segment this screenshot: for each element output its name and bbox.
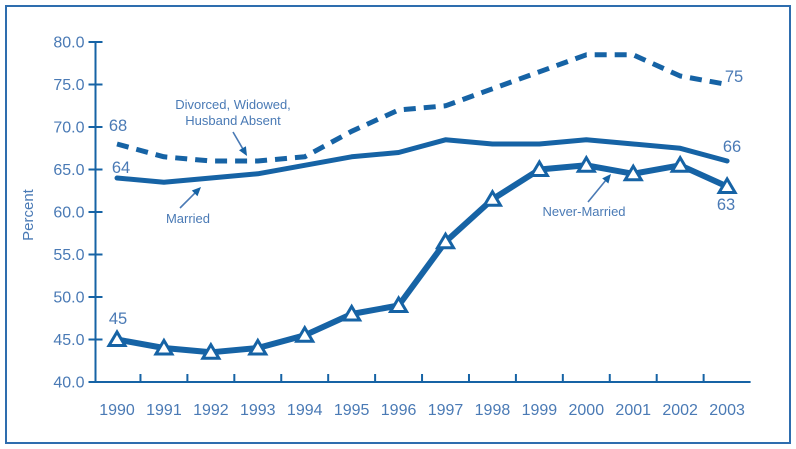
data-label-end: 75 (725, 68, 743, 86)
x-tick-label: 1998 (475, 402, 511, 419)
annotation-never-married-arrowhead (602, 174, 611, 184)
y-axis-title: Percent (20, 188, 37, 241)
x-tick-label: 1997 (428, 402, 464, 419)
y-tick-label: 50.0 (53, 290, 84, 307)
annotation-married-arrow-line (179, 191, 197, 209)
annotation-never-married-label: Never-Married (542, 204, 625, 219)
marker-triangle (106, 329, 128, 347)
y-tick-label: 60.0 (53, 205, 84, 222)
x-tick-label: 2002 (662, 402, 698, 419)
data-label-start: 64 (112, 159, 130, 177)
marker-triangle (528, 159, 551, 177)
data-label-end: 66 (723, 138, 741, 156)
marker-triangle (434, 231, 457, 250)
annotation-divorced-widowed--arrowhead (239, 146, 247, 156)
marker-triangle (622, 163, 644, 182)
x-tick-label: 1993 (240, 402, 276, 419)
data-label-start: 68 (109, 117, 127, 135)
annotation-divorced-widowed--arrow-line (232, 131, 245, 151)
annotation-divorced-widowed--label: Divorced, Widowed, (175, 97, 291, 112)
x-tick-label: 2000 (569, 402, 605, 419)
x-tick-label: 1999 (522, 402, 558, 419)
annotation-divorced-widowed--label: Husband Absent (185, 113, 281, 128)
x-tick-label: 2001 (615, 402, 651, 419)
annotation-married-label: Married (166, 211, 210, 226)
series-line-divorced-widowed-husband-absent (116, 52, 728, 164)
marker-triangle (341, 303, 363, 322)
x-tick-label: 1991 (146, 402, 182, 419)
data-label-end: 63 (717, 196, 735, 214)
marker-triangle (247, 337, 269, 356)
y-tick-label: 55.0 (53, 247, 84, 264)
series-line-married (114, 137, 730, 185)
y-tick-label: 65.0 (53, 162, 84, 179)
marker-triangle (153, 337, 175, 356)
marker-triangle (481, 188, 504, 207)
y-tick-label: 45.0 (53, 332, 84, 349)
y-tick-label: 75.0 (53, 77, 84, 94)
x-tick-label: 2003 (709, 402, 745, 419)
y-tick-label: 40.0 (53, 375, 84, 392)
x-tick-label: 1992 (193, 402, 229, 419)
x-tick-label: 1996 (381, 402, 417, 419)
marker-triangle (669, 154, 691, 173)
marker-triangle (200, 341, 222, 360)
annotation-married-arrowhead (191, 187, 201, 197)
annotation-never-married-arrow-line (587, 178, 608, 203)
data-label-start: 45 (109, 310, 127, 328)
marker-triangle (575, 154, 597, 173)
x-tick-label: 1990 (99, 402, 135, 419)
marker-triangle (716, 176, 738, 194)
x-tick-label: 1995 (334, 402, 370, 419)
y-tick-label: 80.0 (53, 35, 84, 52)
y-tick-label: 70.0 (53, 120, 84, 137)
marker-triangle (387, 295, 410, 313)
series-line-never-married (114, 162, 731, 356)
marker-triangle (294, 324, 316, 343)
x-tick-label: 1994 (287, 402, 323, 419)
